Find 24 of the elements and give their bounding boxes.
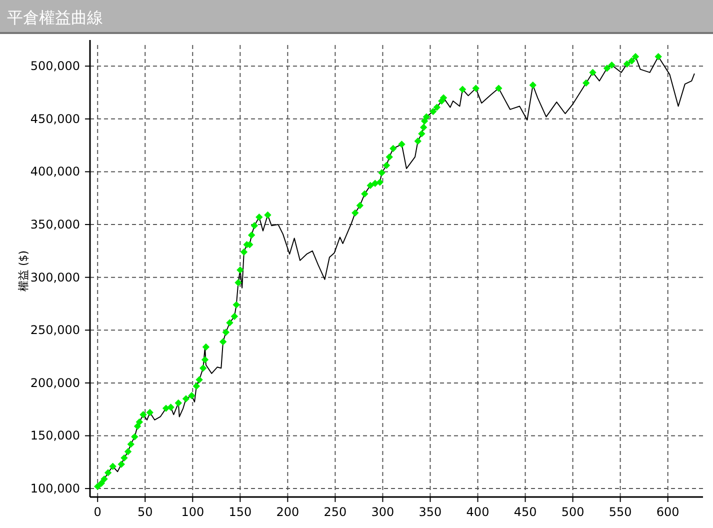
x-tick-label: 600 <box>656 505 680 519</box>
y-axis-title: 權益 ($) <box>17 250 30 292</box>
x-tick-label: 250 <box>324 505 347 519</box>
x-tick-label: 50 <box>137 505 153 519</box>
y-tick-label: 100,000 <box>30 482 80 496</box>
x-tick-label: 550 <box>608 505 632 519</box>
y-tick-label: 300,000 <box>30 270 80 284</box>
x-tick-label: 350 <box>418 505 442 519</box>
y-tick-label: 200,000 <box>30 376 80 390</box>
x-tick-label: 150 <box>228 505 252 519</box>
chart-title: 平倉權益曲線 <box>7 8 103 27</box>
x-tick-label: 400 <box>466 505 490 519</box>
y-tick-label: 400,000 <box>30 164 80 179</box>
y-tick-label: 150,000 <box>30 428 80 443</box>
x-tick-label: 100 <box>181 505 204 519</box>
x-tick-label: 0 <box>94 505 102 519</box>
y-tick-label: 250,000 <box>30 323 80 338</box>
y-tick-label: 450,000 <box>30 112 80 126</box>
y-tick-label: 350,000 <box>30 218 80 232</box>
y-tick-label: 500,000 <box>30 59 80 74</box>
x-tick-label: 300 <box>371 505 394 519</box>
x-tick-label: 200 <box>276 505 300 519</box>
x-tick-label: 450 <box>514 505 537 519</box>
x-tick-label: 500 <box>561 505 584 519</box>
